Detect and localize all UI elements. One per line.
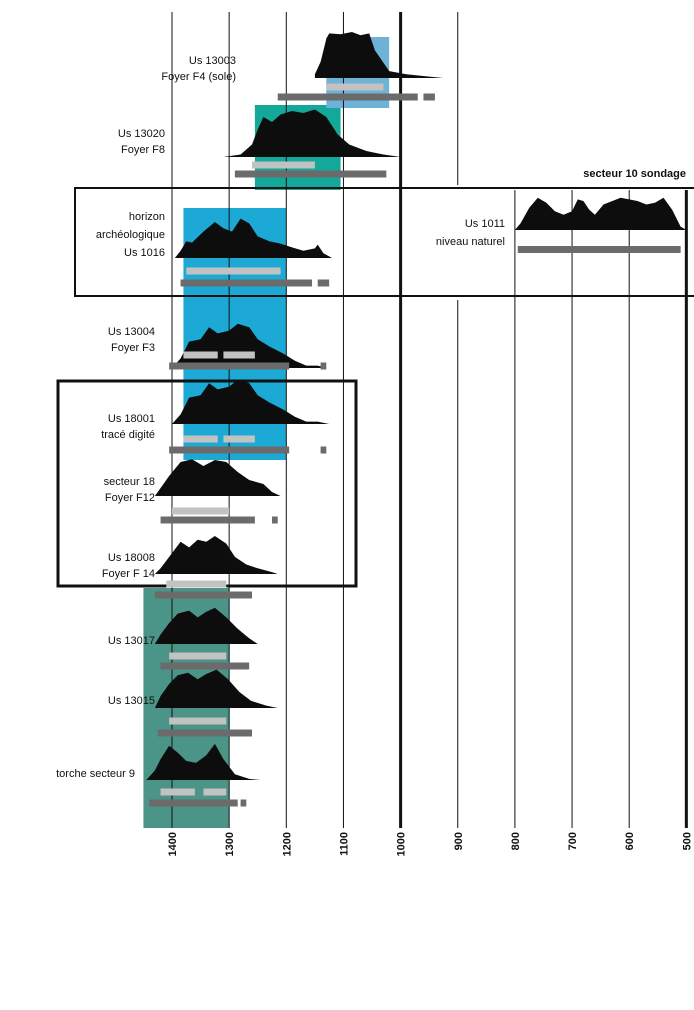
- sample-label: Us 13004: [108, 326, 155, 338]
- sample-label: Foyer F12: [105, 492, 155, 504]
- period-bronze-moyen: Bronze moyen: [64, 867, 182, 886]
- sample-label: secteur 18: [104, 476, 155, 488]
- inset-title: secteur 10 sondage: [583, 168, 686, 180]
- range-68-bar: [186, 267, 281, 275]
- range-95-bar: [240, 799, 247, 807]
- sample-label: Us 1016: [124, 247, 165, 259]
- range-95-bar: [423, 93, 435, 101]
- range-95-bar: [157, 729, 253, 737]
- range-95-bar: [160, 516, 255, 524]
- tick-label: 900: [453, 832, 465, 850]
- tick-label: 700: [567, 832, 579, 850]
- range-95-bar: [317, 279, 330, 287]
- range-95-bar: [272, 516, 278, 524]
- sample-label: Foyer F3: [111, 342, 155, 354]
- range-68-bar: [183, 435, 218, 443]
- range-95-bar: [169, 362, 290, 370]
- inset-sample-label: niveau naturel: [436, 236, 505, 248]
- tick-label: 500: [681, 832, 693, 850]
- sample-label: Foyer F8: [121, 144, 165, 156]
- probability-curve: [314, 32, 444, 78]
- sample-label: Us 13017: [108, 635, 155, 647]
- probability-curve: [154, 669, 278, 708]
- tick-label: 1300: [224, 832, 236, 856]
- range-95-bar: [277, 93, 418, 101]
- probability-curve: [154, 536, 278, 574]
- sample-label: Foyer F 14: [102, 568, 155, 580]
- range-68-bar: [252, 161, 315, 169]
- range-68-bar: [223, 435, 255, 443]
- sample-label: Us 18008: [108, 552, 155, 564]
- probability-curve: [174, 218, 332, 258]
- probability-curve: [154, 459, 281, 496]
- range-95-bar: [169, 446, 290, 454]
- probability-curve: [154, 607, 258, 644]
- range-68-bar: [326, 83, 384, 91]
- range-95-bar: [320, 446, 327, 454]
- inset-sample-label: Us 1011: [465, 218, 505, 230]
- sample-label: Us 13015: [108, 695, 155, 707]
- range-95-bar: [320, 362, 327, 370]
- period-bf-3a: Bf. 3a: [373, 955, 421, 974]
- range-68-bar: [169, 652, 227, 660]
- tick-label: 1100: [338, 832, 350, 856]
- period-bf-2b: Bf. 2b: [294, 955, 342, 974]
- range-68-bar: [166, 580, 227, 588]
- tick-label: 600: [624, 832, 636, 850]
- range-95-bar: [234, 170, 387, 178]
- tick-label: 1200: [281, 832, 293, 856]
- sample-label: Us 13003: [189, 55, 236, 67]
- sample-label: Foyer F4 (sole): [161, 71, 236, 83]
- range-68-bar: [160, 788, 195, 796]
- probability-curve: [172, 379, 330, 424]
- sample-label: torche secteur 9: [56, 768, 135, 780]
- probability-curve: [223, 109, 401, 157]
- tick-label: 1000: [396, 832, 408, 856]
- sample-label: archéologique: [96, 229, 165, 241]
- range-68-bar: [223, 351, 255, 359]
- sample-label: Us 13020: [118, 128, 165, 140]
- range-95-bar: [149, 799, 238, 807]
- period-bf-1-2a: Bf. 1/ 2a: [213, 911, 279, 930]
- secteur-10-frame: [74, 187, 694, 297]
- tick-label: 1400: [167, 832, 179, 856]
- probability-curve: [146, 743, 261, 780]
- sample-label: horizon: [129, 211, 165, 223]
- sample-label: tracé digité: [101, 429, 155, 441]
- sample-label: Us 18001: [108, 413, 155, 425]
- range-68-bar: [183, 351, 218, 359]
- tick-label: 800: [510, 832, 522, 850]
- range-68-bar: [203, 788, 227, 796]
- range-95-bar: [160, 662, 250, 670]
- range-95-bar: [517, 246, 681, 253]
- range-68-bar: [172, 507, 230, 515]
- range-68-bar: [169, 717, 227, 725]
- probability-curve: [514, 197, 687, 230]
- range-95-bar: [180, 279, 313, 287]
- range-95-bar: [154, 591, 253, 599]
